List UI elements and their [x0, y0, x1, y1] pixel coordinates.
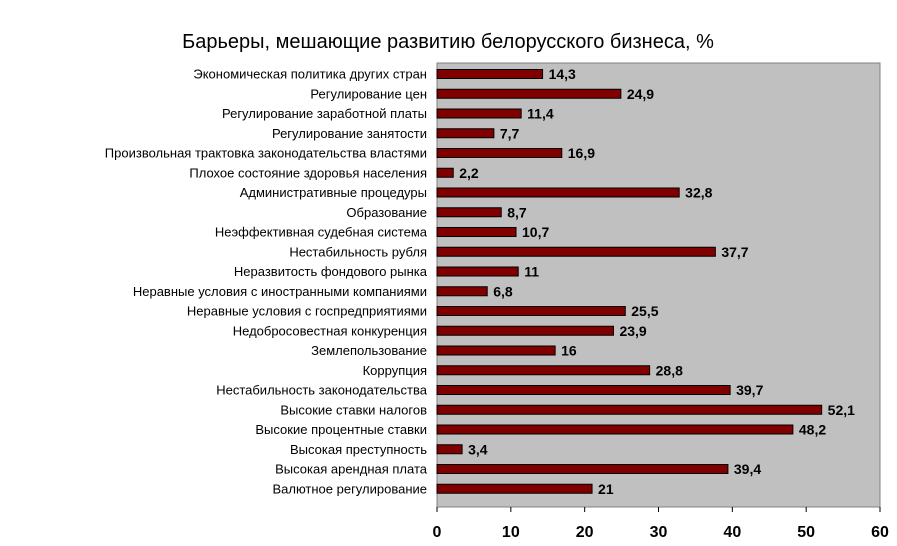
category-label: Высокие ставки налогов: [280, 402, 427, 417]
bar: [436, 424, 794, 435]
category-label: Административные процедуры: [240, 185, 427, 200]
category-label: Валютное регулирование: [272, 481, 427, 496]
category-label: Регулирование цен: [310, 86, 427, 101]
value-label: 11: [524, 264, 539, 280]
bar: [436, 88, 622, 99]
category-label: Нестабильность рубля: [289, 244, 427, 259]
bar: [436, 246, 716, 257]
bar: [436, 385, 731, 395]
value-label: 6,8: [493, 283, 513, 299]
value-label: 16: [561, 343, 577, 359]
value-label: 52,1: [828, 402, 855, 418]
category-label: Плохое состояние здоровья населения: [189, 165, 427, 180]
x-tick-label: 50: [797, 524, 815, 541]
bar: [436, 128, 495, 139]
category-label: Регулирование занятости: [272, 126, 427, 141]
chart-title: Барьеры, мешающие развитию белорусского …: [182, 31, 714, 53]
x-tick-label: 20: [576, 524, 594, 541]
category-label: Образование: [346, 205, 427, 220]
value-label: 23,9: [619, 323, 646, 339]
bar: [436, 187, 680, 198]
value-label: 3,4: [468, 441, 488, 457]
value-label: 10,7: [522, 224, 549, 240]
value-label: 8,7: [507, 204, 527, 220]
value-label: 2,2: [459, 165, 479, 181]
value-label: 39,7: [736, 382, 763, 398]
value-label: 32,8: [685, 185, 712, 201]
x-tick-label: 40: [723, 524, 741, 541]
bar: [436, 69, 544, 79]
category-label: Экономическая политика других стран: [193, 67, 427, 82]
value-label: 7,7: [500, 125, 520, 141]
value-label: 25,5: [631, 303, 658, 319]
value-label: 37,7: [721, 244, 748, 260]
category-label: Неразвитость фондового рынка: [234, 264, 428, 279]
category-label: Высокие процентные ставки: [255, 422, 427, 437]
category-label: Недобросовестная конкуренция: [233, 323, 427, 338]
bar: [436, 207, 502, 218]
bar: [436, 404, 823, 415]
bar: [436, 167, 454, 178]
bars-group: [436, 69, 823, 494]
category-label: Неравные условия с иностранными компания…: [133, 284, 427, 299]
value-label: 21: [598, 481, 614, 497]
value-label: 39,4: [734, 461, 761, 477]
bar: [436, 286, 488, 297]
category-label: Коррупция: [363, 363, 427, 378]
category-label: Неэффективная судебная система: [215, 225, 428, 240]
value-label: 11,4: [527, 106, 554, 122]
x-tick-label: 10: [502, 524, 520, 541]
bar: [436, 365, 651, 376]
value-labels: 14,3 24,9 11,4 7,7 16,9 2,2 32,8 8,7 10,7 37,7 11 6…: [459, 66, 855, 497]
bar: [436, 108, 522, 119]
category-label: Нестабильность законодательства: [216, 383, 428, 398]
bar: [436, 464, 729, 474]
x-tick-label: 0: [433, 524, 442, 541]
value-label: 48,2: [799, 422, 826, 438]
bar: [436, 444, 463, 455]
value-label: 14,3: [549, 66, 576, 82]
category-label: Высокая преступность: [290, 442, 427, 457]
bar: [436, 306, 626, 316]
bar: [436, 148, 563, 158]
category-labels: Экономическая политика других стран Регул…: [105, 67, 428, 497]
value-label: 16,9: [568, 145, 595, 161]
category-label: Высокая арендная плата: [275, 462, 428, 477]
bar: [436, 345, 556, 356]
category-label: Регулирование заработной платы: [222, 106, 427, 121]
value-label: 24,9: [627, 86, 654, 102]
bar: [436, 227, 517, 237]
bar: [436, 266, 519, 277]
x-tick-label: 30: [650, 524, 668, 541]
category-label: Землепользование: [311, 343, 427, 358]
x-axis: 0 10 20 30 40 50 60: [433, 507, 889, 541]
value-label: 28,8: [656, 362, 683, 378]
bar: [436, 325, 614, 336]
x-tick-label: 60: [871, 524, 889, 541]
category-label: Произвольная трактовка законодательства …: [105, 146, 427, 161]
bar: [436, 483, 593, 494]
category-label: Неравные условия с госпредприятиями: [187, 304, 427, 319]
